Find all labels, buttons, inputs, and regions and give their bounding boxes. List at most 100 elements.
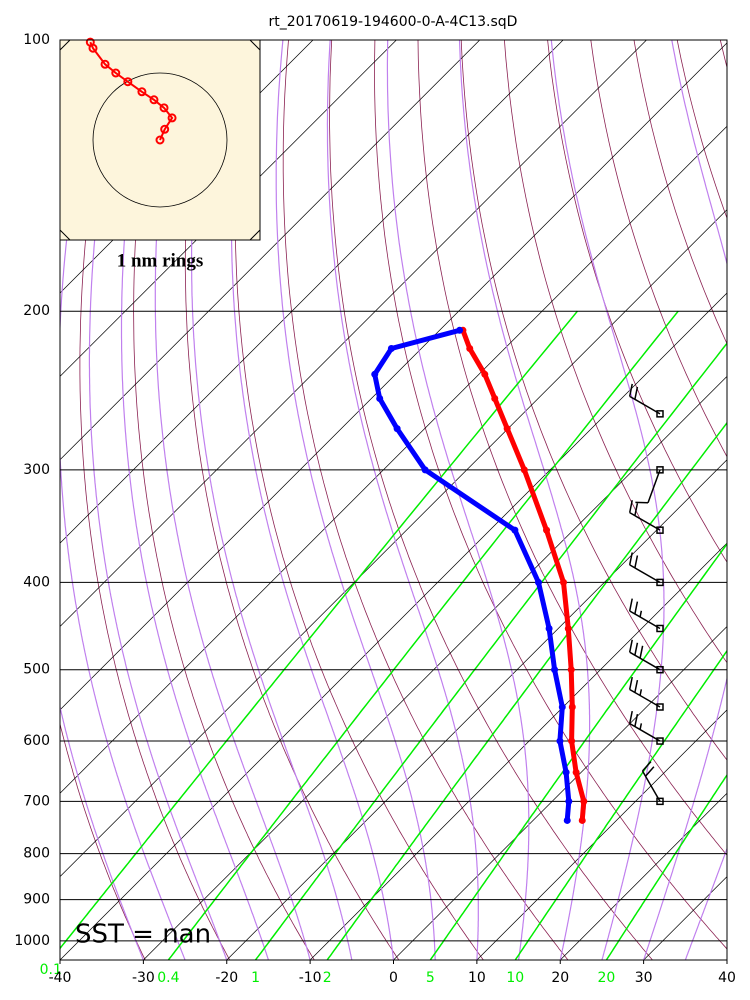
hodograph-point — [123, 77, 133, 87]
isotherm — [60, 209, 727, 878]
y-tick-label: 200 — [23, 303, 50, 319]
hodograph — [59, 37, 261, 241]
mixing-ratio-label: 5 — [426, 970, 435, 986]
x-tick-label: 40 — [718, 970, 736, 986]
dry-adiabat — [184, 40, 400, 960]
profile-point — [567, 666, 575, 674]
y-tick-label: 1000 — [14, 933, 50, 949]
barb-station — [656, 526, 664, 534]
corner-cuts — [59, 39, 261, 241]
barb-flag — [628, 598, 633, 612]
y-tick-label: 700 — [23, 793, 50, 809]
profile-point — [559, 578, 567, 586]
barb-flag — [634, 679, 639, 693]
profile-point — [503, 425, 511, 433]
wind-barb — [628, 598, 664, 633]
wind-barb — [635, 466, 664, 504]
profile-point — [562, 768, 570, 776]
profile-point — [568, 703, 576, 711]
hodograph-point — [160, 124, 170, 134]
barb-flag — [634, 503, 639, 516]
x-tick-label: 30 — [635, 970, 653, 986]
wind-barb — [628, 383, 664, 418]
profile-point — [565, 797, 573, 805]
moist-adiabat — [550, 40, 665, 960]
hodograph-point — [155, 135, 165, 145]
data-layer — [371, 326, 588, 824]
barb-flag — [641, 761, 652, 772]
barb-flag — [634, 714, 639, 727]
moist-adiabat — [458, 40, 591, 960]
mixing-ratio-line — [60, 310, 578, 950]
barb-flag — [634, 555, 639, 569]
isotherm — [226, 459, 727, 960]
profile-point — [456, 326, 464, 334]
profile-point — [580, 797, 588, 805]
isotherm — [60, 292, 727, 960]
wind-barb — [641, 761, 664, 806]
barb-station — [656, 737, 664, 745]
dry-adiabat — [133, 40, 315, 960]
hodograph-point — [167, 113, 177, 123]
profile-point — [545, 624, 553, 632]
x-tick-label: 0 — [389, 970, 398, 986]
hodograph-point — [100, 59, 110, 69]
isotherm — [60, 40, 647, 627]
moist-adiabat — [191, 40, 353, 960]
profile-point — [371, 370, 379, 378]
isotherm — [60, 125, 727, 794]
chart-title: rt_20170619-194600-0-A-4C13.sqD — [269, 14, 518, 30]
hodograph-point — [88, 43, 98, 53]
y-tick-label: 100 — [23, 32, 50, 48]
profile-point — [564, 624, 572, 632]
wind-barb — [628, 711, 664, 745]
barb-flag — [628, 383, 633, 397]
x-tick-label: -20 — [215, 970, 238, 986]
y-tick-label: 300 — [23, 462, 50, 478]
hodograph-caption: 1 nm rings — [117, 250, 204, 271]
profile-point — [393, 425, 401, 433]
moist-adiabat — [154, 40, 311, 960]
hodograph-point — [137, 87, 147, 97]
moist-adiabat — [386, 40, 530, 960]
dry-adiabat — [374, 40, 727, 950]
barb-station — [656, 665, 664, 674]
mixing-ratio-label: 1 — [251, 970, 260, 986]
annotation: SST = nan — [75, 920, 211, 950]
barb-flag — [639, 645, 644, 659]
dry-adiabat — [504, 40, 727, 664]
barb-flag — [628, 711, 633, 724]
moist-adiabat — [684, 846, 727, 960]
x-tick-label: -30 — [132, 970, 155, 986]
profile-point — [572, 768, 580, 776]
barb-flag — [634, 642, 639, 656]
barb-flag — [628, 500, 633, 513]
dry-adiabat — [590, 40, 727, 458]
isotherm — [393, 626, 727, 960]
profile-point — [491, 395, 499, 403]
barb-flag — [634, 601, 639, 615]
barb-flag — [628, 639, 633, 653]
profile-point — [578, 816, 586, 824]
profile-point — [387, 344, 395, 352]
x-tick-label: 10 — [468, 970, 486, 986]
isotherm — [60, 40, 564, 544]
mixing-ratio-label: 0.4 — [157, 970, 179, 986]
barb-flag — [644, 766, 655, 777]
moist-adiabat — [326, 40, 479, 960]
wind-barb — [628, 639, 664, 674]
barb-flag — [639, 723, 643, 730]
wind-barb — [628, 500, 664, 534]
hodograph-point — [111, 68, 121, 78]
mixing-ratio-label: 20 — [598, 970, 616, 986]
moist-adiabat — [230, 40, 395, 960]
moist-adiabat — [643, 40, 727, 960]
profile-point — [511, 526, 519, 534]
isotherm — [60, 42, 727, 711]
profile-point — [466, 344, 474, 352]
dry-adiabat — [329, 40, 653, 960]
isotherm — [309, 542, 727, 960]
hodograph-track — [89, 41, 174, 141]
profile-point — [421, 466, 429, 474]
